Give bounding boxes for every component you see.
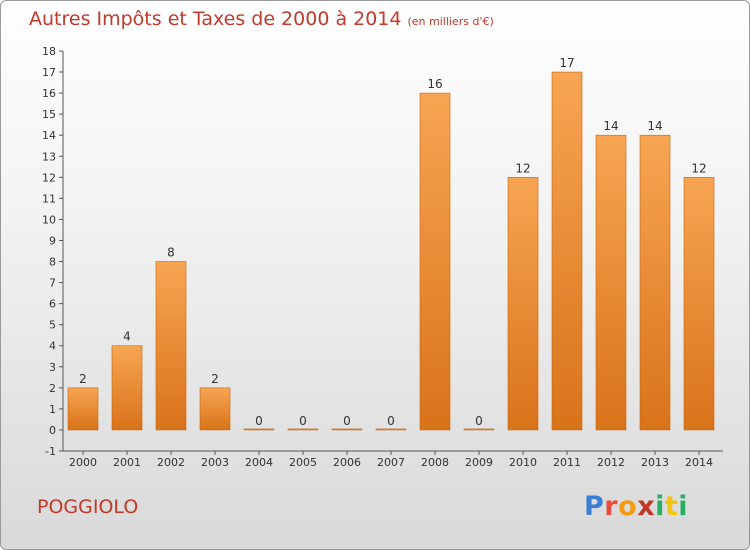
bar	[287, 428, 319, 431]
y-tick-label: 12	[42, 171, 56, 184]
bar-value-label: 0	[475, 414, 483, 428]
y-tick-label: 8	[49, 256, 56, 269]
x-tick-label: 2013	[641, 456, 669, 469]
bar-value-label: 0	[387, 414, 395, 428]
y-tick-label: 4	[49, 340, 56, 353]
bar-value-label: 0	[299, 414, 307, 428]
bar-value-label: 12	[691, 161, 706, 175]
logo-letter: i	[678, 491, 689, 522]
x-tick-label: 2011	[553, 456, 581, 469]
bar	[375, 428, 407, 431]
bar	[199, 387, 231, 431]
bar	[639, 134, 671, 431]
y-tick-label: 11	[42, 192, 56, 205]
bar	[683, 177, 715, 431]
y-tick-label: 0	[49, 424, 56, 437]
bar	[331, 428, 363, 431]
bar-value-label: 0	[343, 414, 351, 428]
y-tick-label: 16	[42, 87, 56, 100]
x-tick-label: 2000	[69, 456, 97, 469]
bar-value-label: 4	[123, 330, 131, 344]
bar	[111, 345, 143, 431]
bar	[419, 92, 451, 431]
bar-value-label: 2	[79, 372, 87, 386]
bar-value-label: 16	[427, 77, 442, 91]
bar	[595, 134, 627, 431]
logo-letter: i	[655, 491, 665, 522]
logo-letter: r	[604, 491, 619, 522]
x-tick-label: 2007	[377, 456, 405, 469]
y-tick-label: 7	[49, 277, 56, 290]
logo-letter: P	[584, 491, 605, 522]
y-tick-label: 5	[49, 319, 56, 332]
y-tick-label: 9	[49, 234, 56, 247]
y-tick-label: 6	[49, 298, 56, 311]
bar-value-label: 12	[515, 161, 530, 175]
unit-note: (en milliers d'€)	[407, 15, 494, 28]
x-tick-label: 2002	[157, 456, 185, 469]
chart-title: Autres Impôts et Taxes de 2000 à 2014 (en…	[29, 8, 494, 30]
y-tick-label: 1	[49, 403, 56, 416]
y-tick-label: 3	[49, 361, 56, 374]
x-tick-label: 2012	[597, 456, 625, 469]
y-tick-label: -1	[45, 445, 56, 458]
x-tick-label: 2014	[685, 456, 713, 469]
logo-letter: x	[637, 491, 656, 522]
bar	[551, 71, 583, 431]
x-tick-label: 2009	[465, 456, 493, 469]
bar-value-label: 2	[211, 372, 219, 386]
proxiti-logo: Proxiti	[584, 491, 688, 522]
x-tick-label: 2008	[421, 456, 449, 469]
bar-value-label: 17	[559, 56, 574, 70]
bar	[507, 177, 539, 431]
y-tick-label: 10	[42, 213, 56, 226]
y-tick-label: 2	[49, 382, 56, 395]
place-name: POGGIOLO	[37, 496, 139, 518]
x-tick-label: 2001	[113, 456, 141, 469]
chart-title-text: Autres Impôts et Taxes de 2000 à 2014	[29, 8, 402, 30]
x-tick-label: 2005	[289, 456, 317, 469]
bar-value-label: 14	[647, 119, 662, 133]
y-tick-label: 17	[42, 66, 56, 79]
logo-letter: t	[664, 491, 679, 522]
x-tick-label: 2010	[509, 456, 537, 469]
x-tick-label: 2006	[333, 456, 361, 469]
y-tick-label: 13	[42, 150, 56, 163]
bar-value-label: 0	[255, 414, 263, 428]
bar	[463, 428, 495, 431]
bar-value-label: 8	[167, 246, 175, 260]
y-tick-label: 18	[42, 45, 56, 58]
bar	[67, 387, 99, 431]
bar	[243, 428, 275, 431]
bar-value-label: 14	[603, 119, 618, 133]
logo-letter: o	[618, 491, 638, 522]
y-tick-label: 14	[42, 129, 56, 142]
y-tick-label: 15	[42, 108, 56, 121]
x-tick-label: 2004	[245, 456, 273, 469]
bar	[155, 261, 187, 431]
x-tick-label: 2003	[201, 456, 229, 469]
